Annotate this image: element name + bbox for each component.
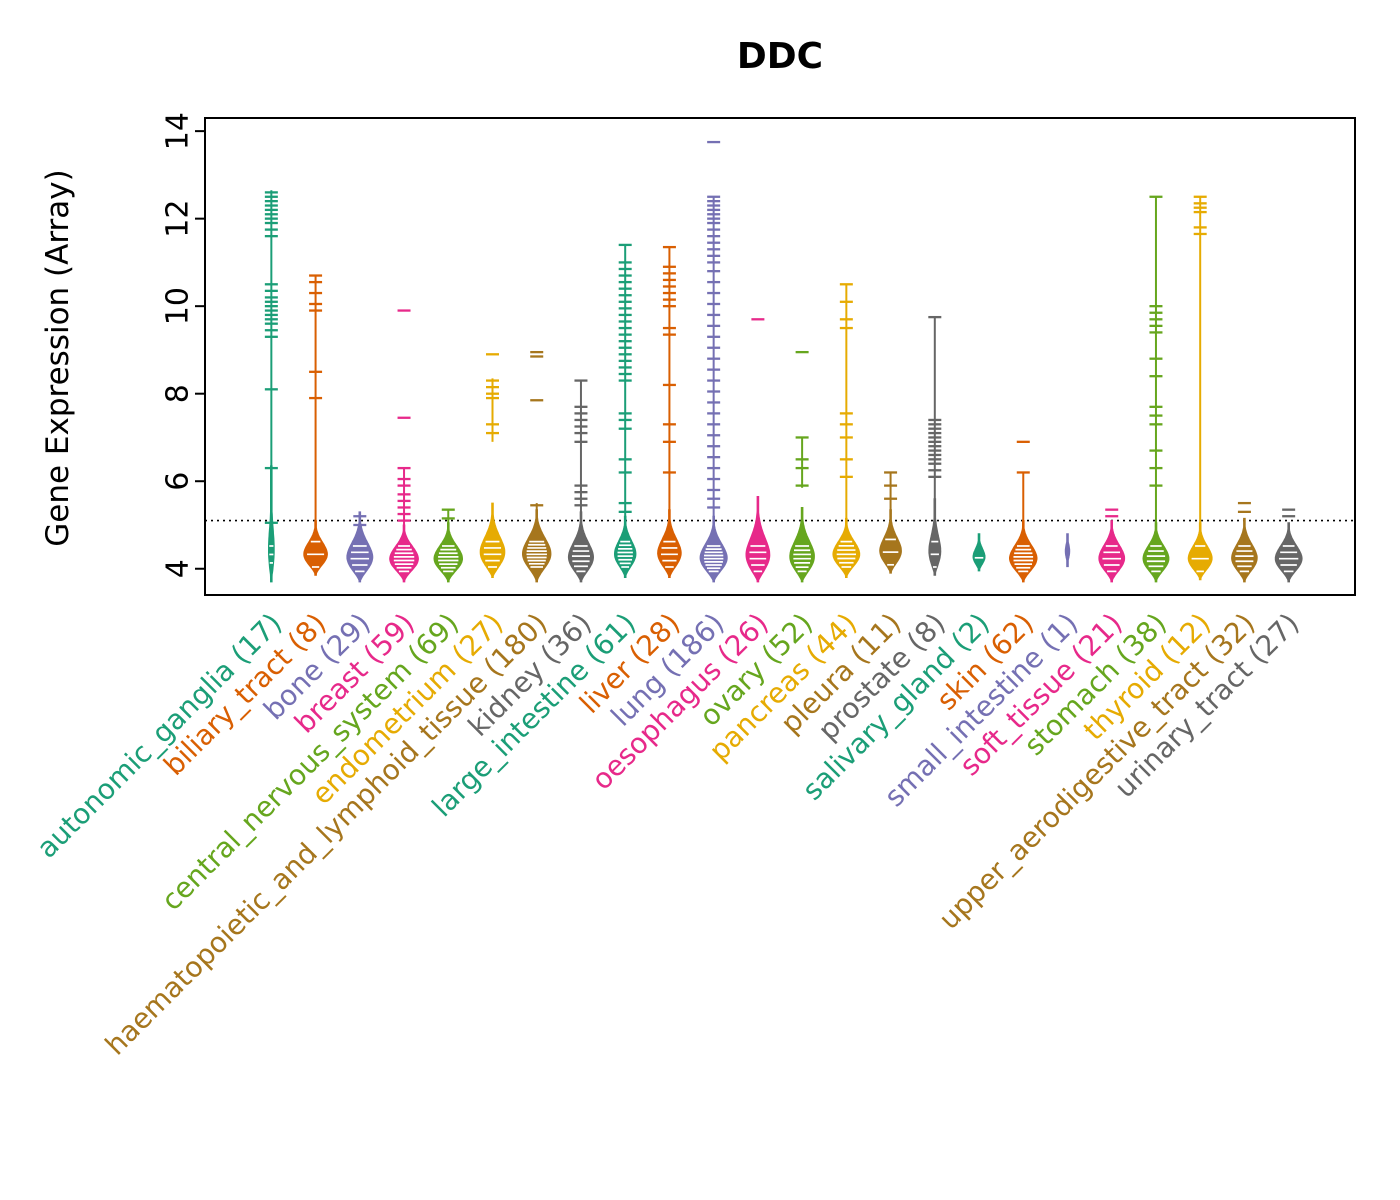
y-tick-label: 8	[161, 384, 196, 403]
violin	[1064, 533, 1071, 568]
violin	[1009, 520, 1038, 583]
y-tick-label: 14	[161, 112, 196, 150]
violin	[745, 496, 771, 583]
violin	[567, 511, 595, 583]
violin	[1142, 522, 1170, 583]
violin	[522, 509, 552, 583]
violin	[1187, 522, 1213, 581]
violin	[479, 502, 506, 578]
violin	[832, 517, 861, 578]
violin	[972, 533, 986, 572]
violin	[879, 509, 902, 574]
y-tick-label: 12	[161, 200, 196, 238]
violin	[614, 515, 637, 578]
violin	[928, 498, 942, 576]
chart-title: DDC	[736, 36, 824, 77]
violin	[1098, 520, 1126, 583]
violin	[433, 522, 463, 583]
y-tick-label: 10	[161, 287, 196, 325]
y-tick-label: 4	[161, 559, 196, 578]
violin	[303, 520, 328, 576]
violin	[1231, 517, 1258, 583]
y-tick-label: 6	[161, 472, 196, 491]
plot-border	[204, 117, 1356, 596]
